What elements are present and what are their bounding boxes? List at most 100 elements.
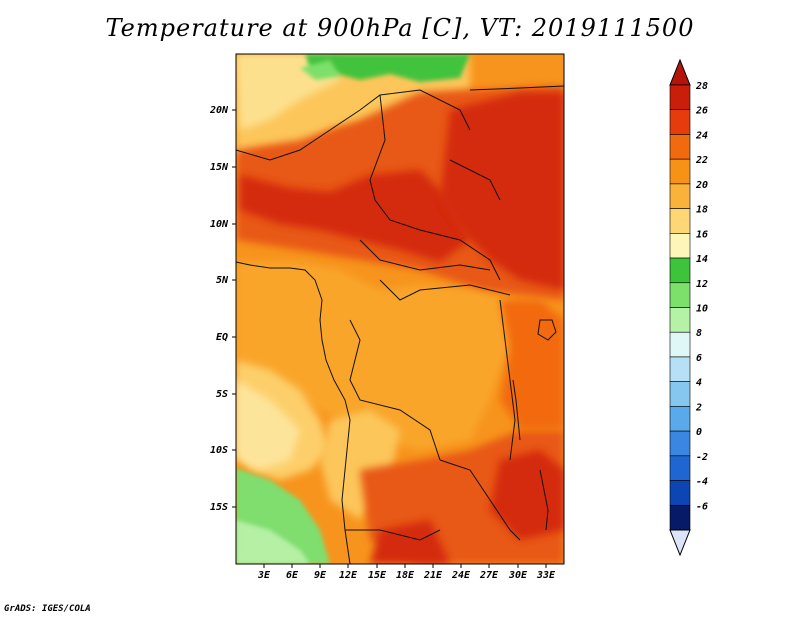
region-zimbabwe-core bbox=[490, 450, 564, 540]
colorbar-top-arrow bbox=[669, 58, 691, 86]
lat-tick-10s: 10S bbox=[210, 445, 236, 456]
svg-text:12E: 12E bbox=[339, 570, 358, 581]
region-angola-lightgreen bbox=[236, 520, 310, 564]
lon-tick-9e: 9E bbox=[314, 564, 327, 581]
region-south-hot bbox=[370, 520, 450, 564]
border-chad-sudan bbox=[369, 94, 501, 281]
colorbar-label: 4 bbox=[696, 378, 702, 389]
colorbar-segment bbox=[669, 331, 691, 358]
border-drc-north bbox=[379, 279, 511, 301]
colorbar-segment bbox=[669, 158, 691, 185]
region-central-african-republic-hot bbox=[240, 170, 470, 262]
colorbar-segment bbox=[669, 84, 691, 111]
lat-tick-15s: 15S bbox=[210, 502, 236, 513]
border-drc-west bbox=[349, 319, 441, 461]
lon-tick-30e: 30E bbox=[508, 564, 528, 581]
lon-tick-27e: 27E bbox=[479, 564, 499, 581]
svg-text:30E: 30E bbox=[508, 570, 528, 581]
lon-tick-12e: 12E bbox=[339, 564, 358, 581]
lon-tick-24e: 24E bbox=[451, 564, 471, 581]
region-atlantic-pale bbox=[236, 380, 300, 470]
svg-text:18E: 18E bbox=[396, 570, 415, 581]
lon-tick-18e: 18E bbox=[396, 564, 415, 581]
lon-tick-15e: 15E bbox=[368, 564, 387, 581]
river-nile-blue bbox=[449, 159, 501, 201]
colorbar-label: 20 bbox=[695, 180, 708, 191]
border-car-south bbox=[359, 239, 491, 271]
colorbar-segment bbox=[669, 109, 691, 135]
svg-text:3E: 3E bbox=[257, 570, 271, 581]
colorbar-segment bbox=[669, 183, 691, 209]
colorbar-label: 8 bbox=[696, 328, 702, 339]
svg-text:EQ: EQ bbox=[216, 332, 228, 343]
colorbar-label: 0 bbox=[696, 427, 702, 438]
colorbar-label: 14 bbox=[696, 254, 708, 265]
lat-tick-15n: 15N bbox=[210, 162, 236, 173]
border-zambia bbox=[439, 459, 521, 541]
colorbar-segment bbox=[669, 208, 691, 234]
colorbar-label: 24 bbox=[695, 130, 708, 141]
colorbar-segment bbox=[669, 134, 691, 160]
region-east-africa-warm bbox=[500, 300, 564, 430]
svg-text:15N: 15N bbox=[210, 162, 229, 173]
chart-title: Temperature at 900hPa [C], VT: 201911150… bbox=[105, 14, 695, 42]
colorbar-bottom-arrow bbox=[669, 529, 691, 557]
colorbar-segment bbox=[669, 233, 691, 259]
svg-text:5N: 5N bbox=[216, 275, 229, 286]
colorbar-label: -6 bbox=[696, 501, 708, 512]
svg-text:27E: 27E bbox=[479, 570, 499, 581]
colorbar-segment bbox=[669, 356, 691, 382]
svg-text:10N: 10N bbox=[210, 219, 229, 230]
colorbar-segment bbox=[669, 480, 691, 506]
region-sudan-hot bbox=[440, 92, 564, 290]
border-angola-south bbox=[345, 529, 441, 541]
svg-text:20N: 20N bbox=[209, 105, 229, 116]
colorbar-label: 12 bbox=[696, 279, 708, 290]
svg-text:9E: 9E bbox=[314, 570, 327, 581]
svg-text:15E: 15E bbox=[368, 570, 387, 581]
svg-text:21E: 21E bbox=[423, 570, 443, 581]
colorbar-segment bbox=[669, 282, 691, 308]
region-sahara-green bbox=[305, 54, 470, 82]
lake-malawi bbox=[539, 469, 549, 531]
map-frame bbox=[235, 53, 565, 565]
border-sahel-north bbox=[235, 89, 471, 161]
lon-tick-3e: 3E bbox=[257, 564, 271, 581]
colorbar-segment bbox=[669, 504, 691, 531]
colorbar-label: 6 bbox=[696, 353, 702, 364]
colorbar-segment bbox=[669, 381, 691, 407]
lat-tick-20n: 20N bbox=[209, 105, 236, 116]
colorbar-segment bbox=[669, 430, 691, 457]
colorbar-label: 28 bbox=[695, 81, 708, 92]
colorbar-label: 10 bbox=[696, 304, 708, 315]
svg-text:33E: 33E bbox=[536, 570, 556, 581]
svg-text:10S: 10S bbox=[210, 445, 228, 456]
map-borders bbox=[235, 85, 565, 565]
lon-tick-6e: 6E bbox=[286, 564, 299, 581]
lon-axis: 3E 6E 9E 12E 15E 18E 21E 24E 27E 30E 33E bbox=[257, 564, 556, 581]
lake-victoria bbox=[537, 319, 557, 341]
lat-tick-5n: 5N bbox=[216, 275, 236, 286]
colorbar-label: -2 bbox=[696, 452, 708, 463]
map-field bbox=[236, 54, 564, 564]
colorbar-label: 22 bbox=[695, 155, 708, 166]
coastline-west bbox=[235, 261, 351, 565]
lake-tanganyika bbox=[512, 379, 521, 441]
border-sudan-east bbox=[469, 85, 565, 91]
lat-tick-eq: EQ bbox=[216, 332, 236, 343]
lon-tick-21e: 21E bbox=[423, 564, 443, 581]
grads-credit: GrADS: IGES/COLA bbox=[4, 604, 91, 614]
region-sahara-green-light bbox=[300, 60, 340, 80]
colorbar-segment bbox=[669, 455, 691, 481]
svg-text:15S: 15S bbox=[210, 502, 228, 513]
colorbar-segment bbox=[669, 307, 691, 333]
colorbar-label: -4 bbox=[696, 477, 708, 488]
border-east-africa bbox=[499, 299, 516, 461]
colorbar-segment bbox=[669, 406, 691, 432]
colorbar-label: 26 bbox=[695, 106, 708, 117]
svg-text:6E: 6E bbox=[286, 570, 299, 581]
colorbar-label: 16 bbox=[696, 229, 708, 240]
colorbar-segment bbox=[669, 257, 691, 284]
